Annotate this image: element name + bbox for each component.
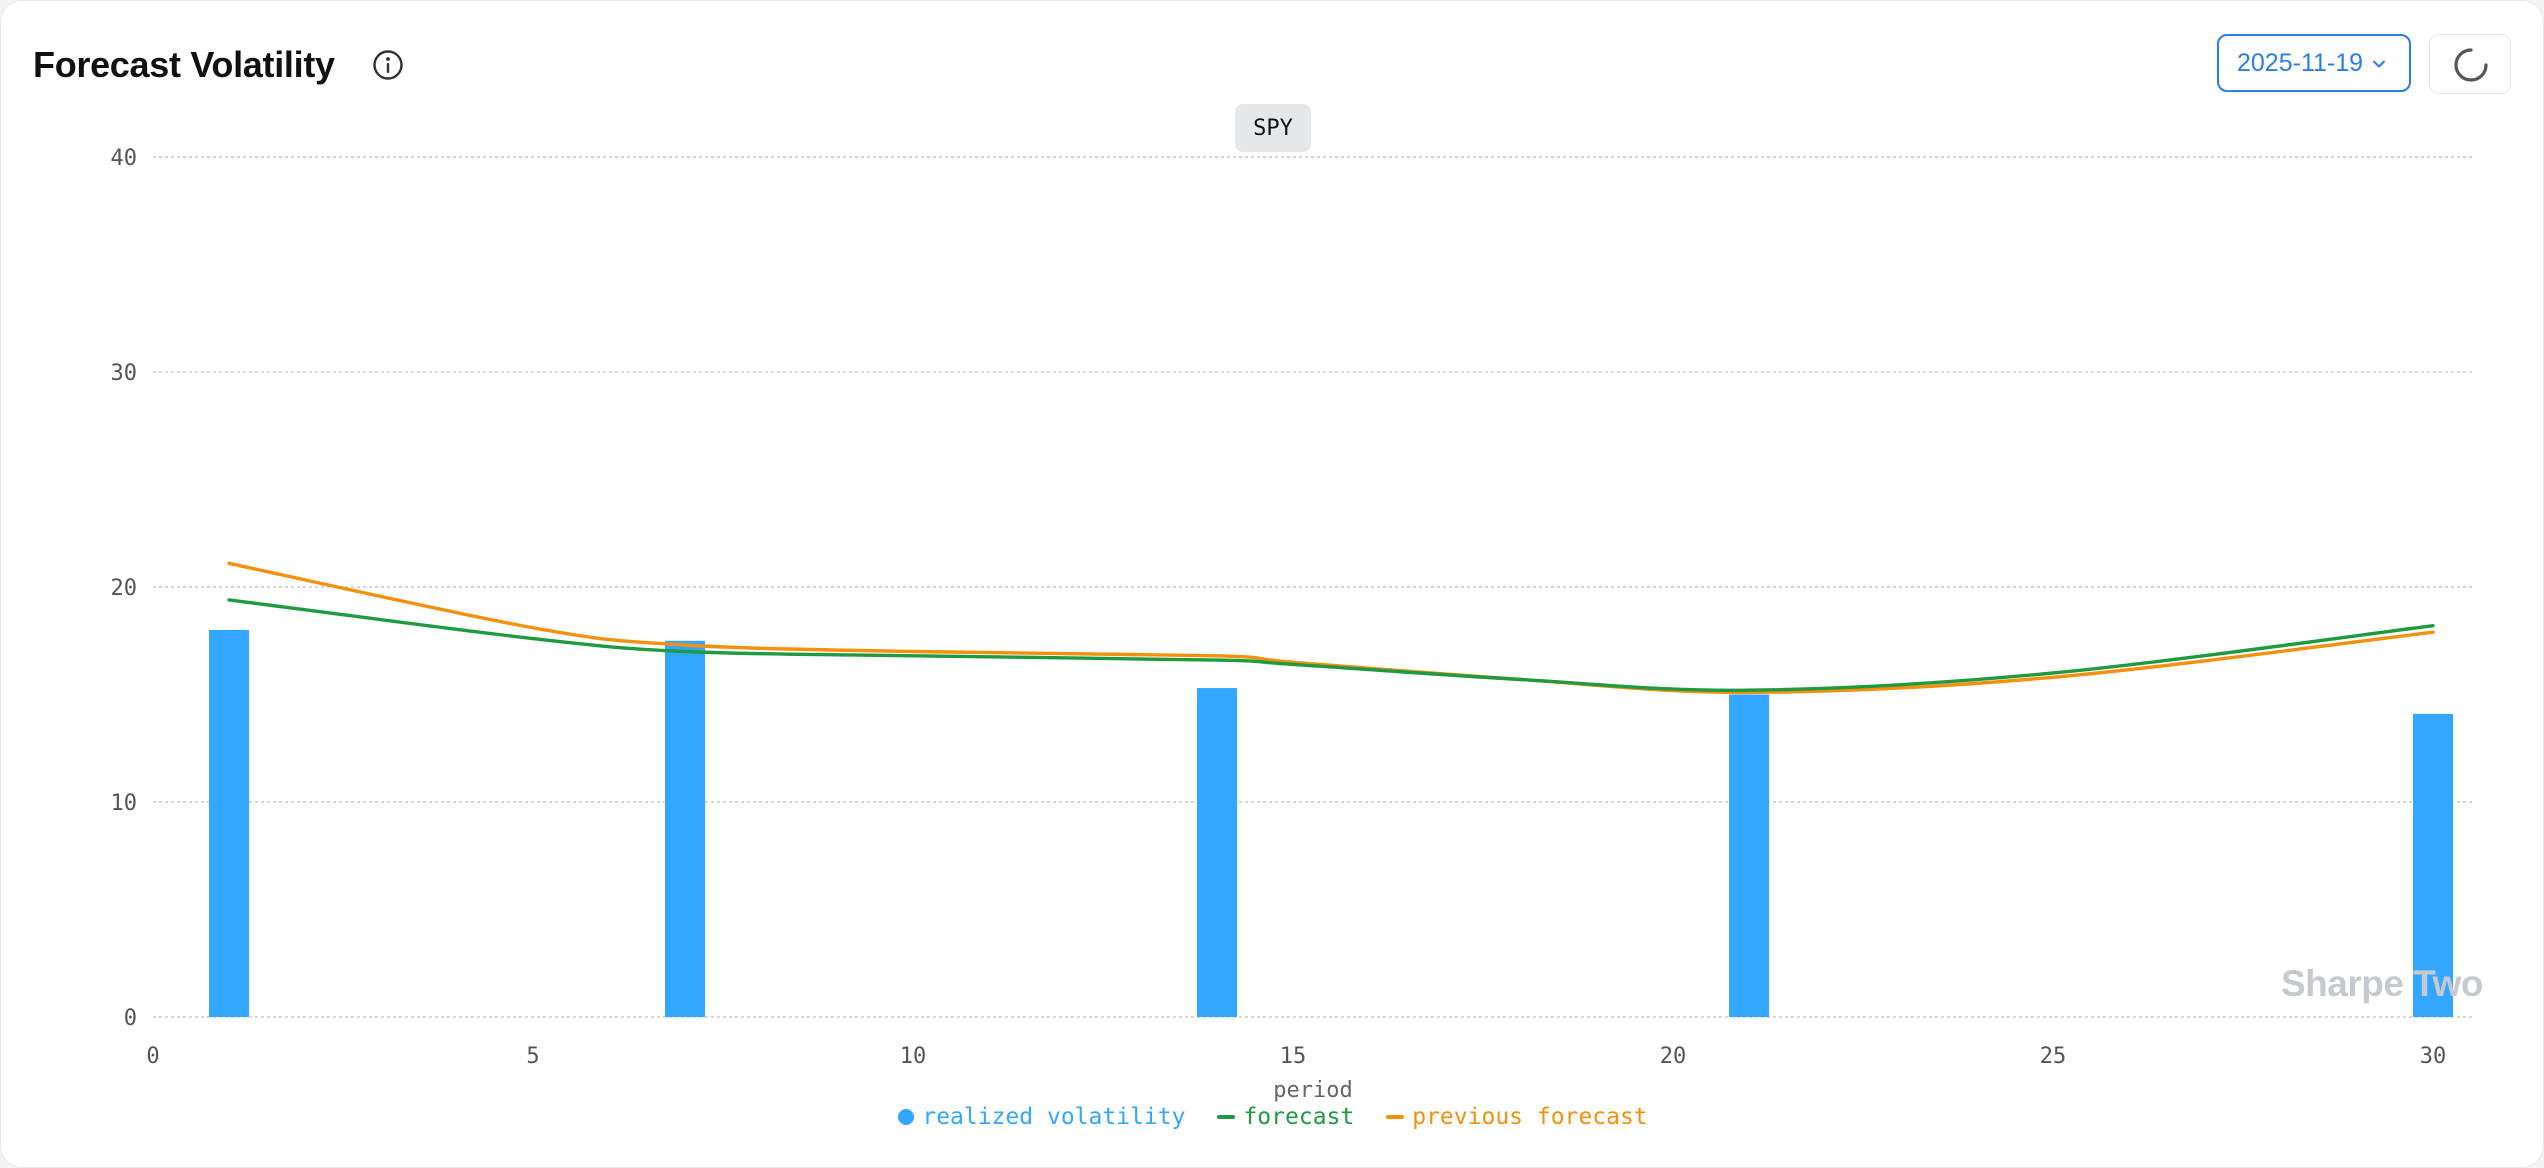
- date-select-value: 2025-11-19: [2237, 48, 2364, 77]
- legend-item-forecast[interactable]: forecast: [1217, 1101, 1354, 1133]
- x-tick-label: 0: [146, 1044, 159, 1069]
- bar-realized-volatility: [209, 630, 249, 1017]
- legend-label-realized-volatility: realized volatility: [922, 1104, 1186, 1130]
- chart-legend: realized volatility forecast previous fo…: [1, 1101, 2543, 1133]
- legend-item-realized-volatility[interactable]: realized volatility: [898, 1101, 1185, 1133]
- legend-marker-forecast: [1217, 1115, 1236, 1119]
- x-tick-label: 25: [2040, 1044, 2067, 1069]
- bar-realized-volatility: [665, 640, 705, 1017]
- y-tick-label: 10: [111, 791, 138, 816]
- legend-item-previous-forecast[interactable]: previous forecast: [1386, 1101, 1648, 1133]
- x-tick-label: 5: [526, 1044, 539, 1069]
- bar-realized-volatility: [1197, 688, 1237, 1017]
- legend-label-forecast: forecast: [1243, 1104, 1355, 1130]
- x-tick-label: 20: [1660, 1044, 1687, 1069]
- page-title: Forecast Volatility: [33, 44, 335, 85]
- info-icon[interactable]: [371, 48, 405, 82]
- refresh-button[interactable]: [2429, 34, 2511, 94]
- date-select[interactable]: 2025-11-19: [2217, 34, 2411, 92]
- line-forecast: [227, 598, 2435, 693]
- legend-label-previous-forecast: previous forecast: [1412, 1104, 1648, 1130]
- y-tick-label: 0: [124, 1006, 137, 1031]
- x-tick-label: 15: [1280, 1044, 1307, 1069]
- y-tick-label: 20: [111, 576, 138, 601]
- x-axis-title: period: [1273, 1078, 1352, 1103]
- legend-marker-previous-forecast: [1386, 1115, 1405, 1119]
- bar-realized-volatility: [1729, 694, 1769, 1017]
- y-tick-label: 40: [111, 146, 138, 171]
- watermark-logo: Sharpe Two: [2281, 963, 2483, 1004]
- ticker-badge: SPY: [1235, 104, 1311, 152]
- legend-marker-realized-volatility: [898, 1109, 915, 1125]
- chevron-down-icon: [2373, 60, 2385, 68]
- bar-realized-volatility: [2413, 713, 2453, 1017]
- line-previous-forecast: [227, 561, 2435, 695]
- loading-spinner-icon: [2454, 48, 2488, 82]
- x-tick-label: 10: [900, 1044, 927, 1069]
- y-tick-label: 30: [111, 361, 138, 386]
- x-tick-label: 30: [2420, 1044, 2447, 1069]
